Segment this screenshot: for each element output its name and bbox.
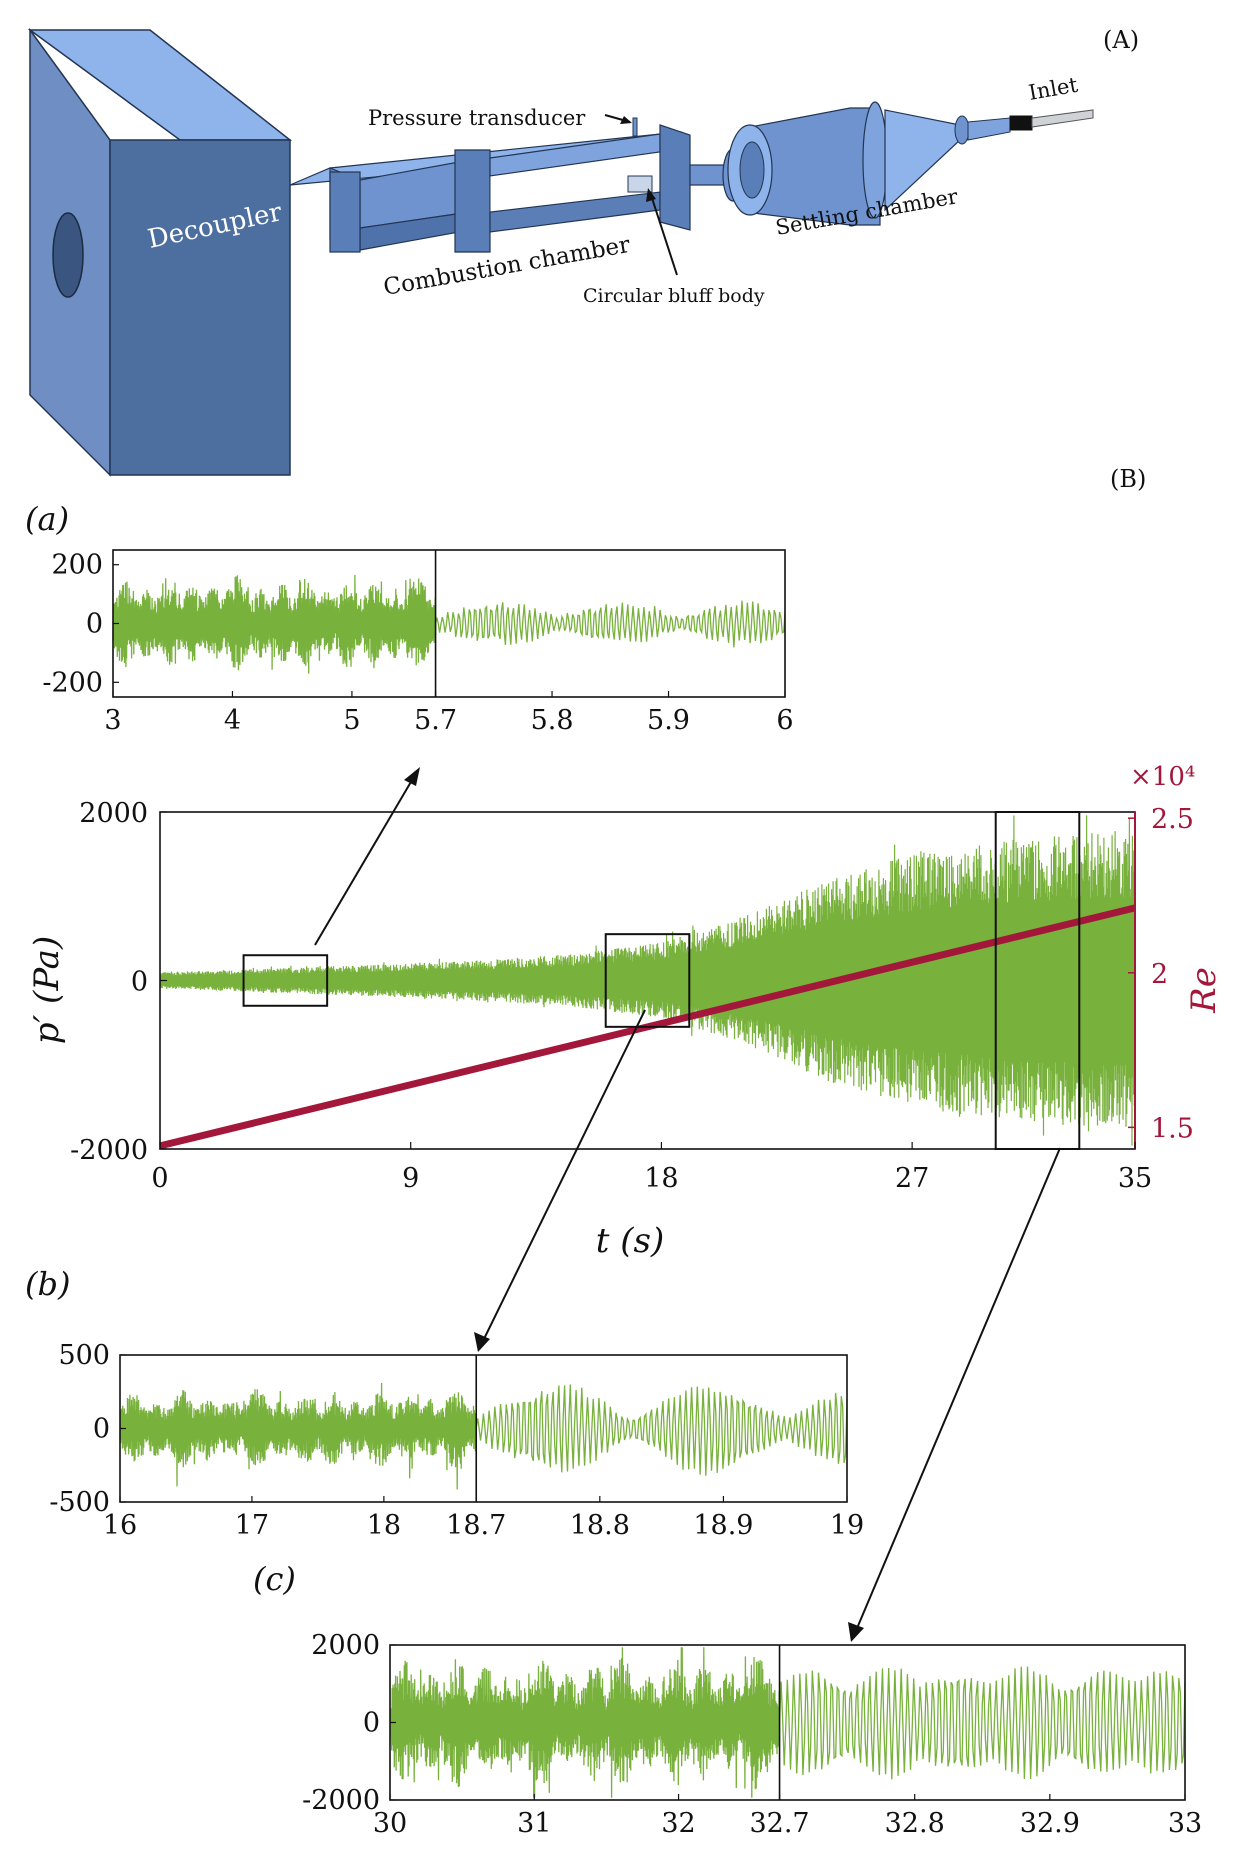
flange-1 bbox=[329, 171, 361, 253]
settling-chamber-end-inner bbox=[739, 141, 765, 199]
y-tick-label: 0 bbox=[86, 609, 103, 640]
y-tick-label: 500 bbox=[58, 1340, 110, 1371]
x-tick-label: 33 bbox=[1168, 1808, 1202, 1839]
y-tick-label: 0 bbox=[363, 1708, 380, 1739]
y-tick-label: 2000 bbox=[79, 798, 148, 829]
panel-label-A: (A) bbox=[1103, 26, 1139, 54]
x-tick-label: 3 bbox=[104, 705, 121, 736]
bluff-body-arrowhead bbox=[646, 188, 656, 202]
label-pressure-transducer: Pressure transducer bbox=[368, 106, 586, 130]
zoom-window bbox=[242, 954, 329, 1007]
arrow-to-c-head bbox=[848, 1622, 864, 1642]
inlet-black-sleeve bbox=[1009, 115, 1033, 131]
x-tick-label: 5.8 bbox=[531, 705, 574, 736]
y-tick-label: 0 bbox=[131, 967, 148, 998]
arrow-to-a-head bbox=[404, 767, 420, 786]
x-tick-label: 27 bbox=[895, 1163, 929, 1194]
x-tick-label: 30 bbox=[373, 1808, 407, 1839]
x-tick-label: 5.7 bbox=[414, 705, 457, 736]
bluff-body-arrow bbox=[649, 191, 678, 276]
label-circular-bluff-body: Circular bluff body bbox=[583, 285, 765, 307]
zoom-window bbox=[994, 811, 1081, 1150]
arrow-to-a bbox=[314, 774, 416, 946]
panel-label-B: (B) bbox=[1110, 465, 1146, 493]
x-tick-label: 17 bbox=[235, 1510, 269, 1541]
cone-flange bbox=[954, 115, 970, 145]
signal-trace bbox=[112, 574, 786, 674]
x-tick-label: 18.9 bbox=[693, 1510, 753, 1541]
x-tick-label: 4 bbox=[224, 705, 241, 736]
flange-2 bbox=[454, 149, 491, 253]
pressure-transducer-rod bbox=[632, 117, 638, 137]
y2-tick-label: 2.5 bbox=[1151, 804, 1194, 835]
x-tick-label: 18.8 bbox=[570, 1510, 630, 1541]
x-tick-label: 0 bbox=[151, 1163, 168, 1194]
subplot-c: 30 31 32 32.7 32.8 32.9 33 -2000 0 2000 bbox=[302, 1630, 1202, 1839]
y-tick-label: -2000 bbox=[302, 1785, 380, 1816]
x-tick-label: 32 bbox=[661, 1808, 695, 1839]
x-tick-label: 32.7 bbox=[749, 1808, 809, 1839]
arrow-to-b bbox=[481, 1009, 646, 1344]
x-tick-label: 6 bbox=[776, 705, 793, 736]
decoupler-port bbox=[52, 212, 84, 298]
zoom-window bbox=[604, 933, 691, 1028]
y2-tick-label: 2 bbox=[1151, 959, 1168, 990]
label-inlet: Inlet bbox=[1027, 73, 1080, 105]
panel-label-b: (b) bbox=[25, 1265, 70, 1303]
x-tick-label: 18 bbox=[644, 1163, 678, 1194]
inlet-nozzle bbox=[967, 117, 1011, 141]
main-y2label: Re bbox=[1184, 967, 1224, 1014]
y-tick-label: -200 bbox=[42, 667, 103, 698]
inlet-pipe bbox=[1031, 109, 1094, 128]
main-xlabel: t (s) bbox=[596, 1221, 664, 1261]
y-tick-label: -500 bbox=[49, 1487, 110, 1518]
bluff-body bbox=[627, 175, 653, 193]
signal-trace bbox=[119, 1382, 848, 1490]
signal-trace bbox=[389, 1647, 1186, 1798]
x-tick-label: 18.7 bbox=[446, 1510, 506, 1541]
arrow-to-b-head bbox=[474, 1332, 490, 1352]
main-y2-multiplier: ×10⁴ bbox=[1130, 762, 1195, 792]
x-tick-label: 32.8 bbox=[885, 1808, 945, 1839]
main-ylabel: p′ (Pa) bbox=[27, 936, 67, 1044]
zoom-arrows bbox=[314, 767, 1061, 1642]
arrow-to-c bbox=[854, 1147, 1061, 1634]
transducer-arrowhead bbox=[620, 116, 632, 124]
x-tick-label: 5 bbox=[343, 705, 360, 736]
x-tick-label: 5.9 bbox=[647, 705, 690, 736]
panel-label-c: (c) bbox=[253, 1560, 296, 1598]
x-tick-label: 16 bbox=[103, 1510, 137, 1541]
y-tick-label: 0 bbox=[93, 1414, 110, 1445]
x-tick-label: 18 bbox=[367, 1510, 401, 1541]
setup-diagram: Decoupler Pressure transducer Inlet Sett… bbox=[27, 27, 1094, 477]
subplot-b: 16 17 18 18.7 18.8 18.9 19 -500 0 500 bbox=[49, 1340, 864, 1541]
y2-tick-label: 1.5 bbox=[1151, 1113, 1194, 1144]
x-tick-label: 32.9 bbox=[1020, 1808, 1080, 1839]
flange-3 bbox=[659, 124, 691, 231]
x-tick-label: 35 bbox=[1118, 1163, 1152, 1194]
subplot-a: 3 4 5 5.7 5.8 5.9 6 -200 0 200 bbox=[42, 549, 794, 736]
y-tick-label: 2000 bbox=[311, 1630, 380, 1661]
panel-label-a: (a) bbox=[25, 500, 69, 538]
y-tick-label: -2000 bbox=[70, 1135, 148, 1166]
x-tick-label: 9 bbox=[402, 1163, 419, 1194]
pressure-signal bbox=[159, 815, 1136, 1146]
x-tick-label: 31 bbox=[517, 1808, 551, 1839]
decoupler-front-face bbox=[109, 139, 291, 476]
y-tick-label: 200 bbox=[51, 550, 103, 581]
x-tick-label: 19 bbox=[830, 1510, 864, 1541]
